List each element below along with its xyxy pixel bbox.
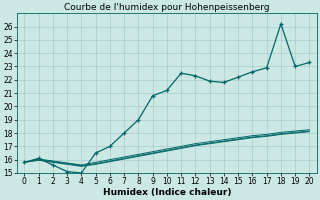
Title: Courbe de l'humidex pour Hohenpeissenberg: Courbe de l'humidex pour Hohenpeissenber… bbox=[64, 3, 270, 12]
X-axis label: Humidex (Indice chaleur): Humidex (Indice chaleur) bbox=[103, 188, 231, 197]
